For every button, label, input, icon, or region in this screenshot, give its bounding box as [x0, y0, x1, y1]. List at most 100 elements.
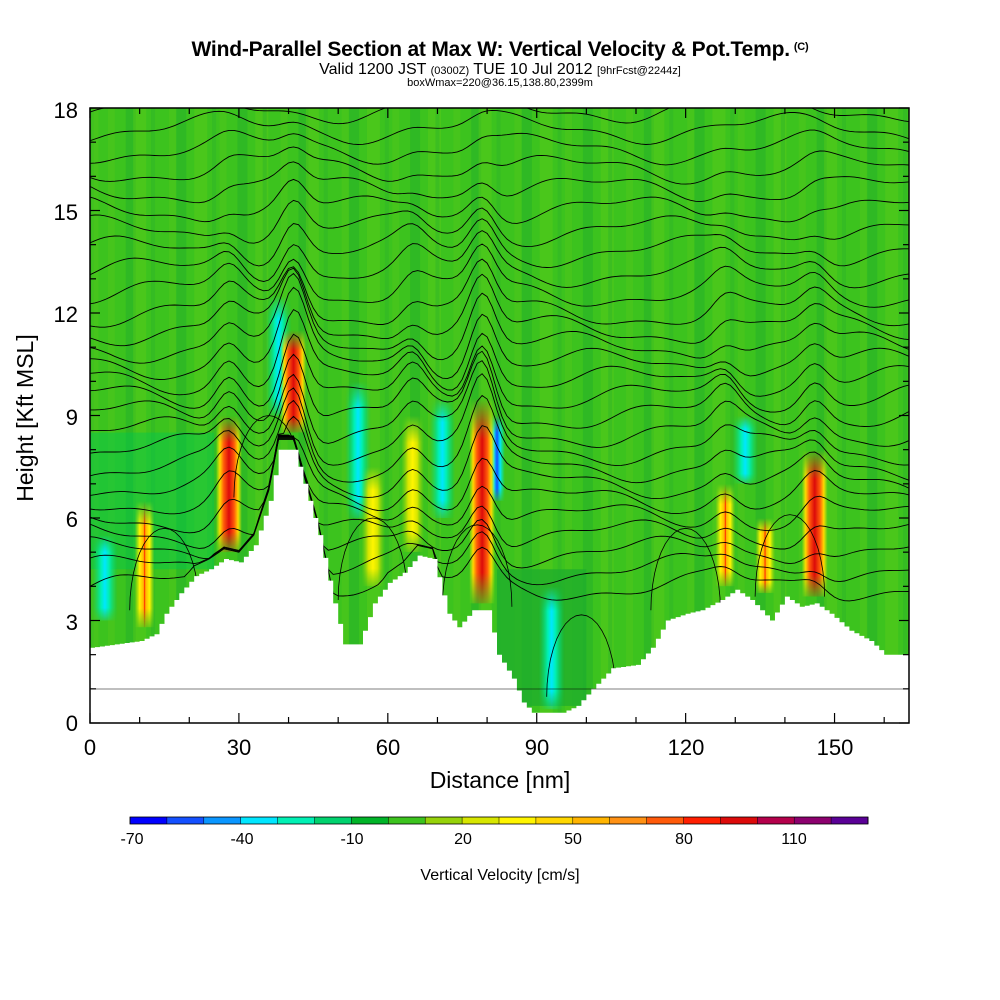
downdraft-cell	[732, 415, 759, 484]
isentrope-line	[90, 129, 909, 166]
grid-streak	[600, 108, 614, 723]
colorbar-tick-label: -40	[230, 831, 253, 848]
grid-streak	[453, 108, 461, 723]
grid-streak	[212, 108, 217, 723]
colorbar-swatch	[720, 817, 758, 824]
colorbar-swatch	[388, 817, 426, 824]
colorbar-swatch	[277, 817, 315, 824]
forecast-info: [9hrFcst@2244z]	[596, 65, 681, 77]
grid-streak	[651, 108, 665, 723]
y-axis-title: Height [Kft MSL]	[12, 334, 38, 501]
grid-streak	[565, 108, 573, 723]
grid-streak	[176, 108, 187, 723]
x-tick-label: 150	[817, 735, 854, 760]
colorbar-swatch	[351, 817, 389, 824]
isentrope-line	[90, 309, 909, 397]
colorbar-swatch	[831, 817, 869, 824]
grid-streak	[816, 108, 827, 723]
grid-streak	[669, 108, 674, 723]
colorbar-swatch	[425, 817, 463, 824]
isentrope-line	[90, 436, 909, 550]
grid-streak	[643, 108, 654, 723]
grid-streak	[755, 108, 766, 723]
isentrope-line	[90, 199, 909, 248]
potential-temperature-contours	[90, 73, 909, 697]
grid-streak	[168, 108, 176, 723]
colorbar-swatch	[499, 817, 537, 824]
y-tick-label: 15	[54, 200, 78, 225]
colorbar-swatch	[240, 817, 279, 824]
colorbar-tick-label: 20	[454, 831, 472, 848]
colorbar-tick-label: 80	[675, 831, 693, 848]
isentrope-line	[90, 161, 909, 204]
y-tick-label: 6	[66, 507, 78, 532]
isentrope-line	[90, 243, 909, 308]
isentrope-loop	[650, 527, 721, 611]
colorbar-swatch	[794, 817, 832, 824]
x-tick-label: 120	[668, 735, 705, 760]
colorbar-tick-label: -10	[340, 831, 363, 848]
isentrope-line	[90, 146, 909, 185]
valid-time-local: Valid 1200 JST	[319, 61, 427, 78]
grid-streak	[151, 108, 156, 723]
isentrope-line	[90, 178, 909, 224]
downdraft-cell	[91, 535, 118, 621]
grid-streak	[608, 108, 613, 723]
isentrope-line	[90, 394, 909, 484]
x-axis-title: Distance [nm]	[430, 767, 571, 793]
y-axis-tick-labels: 0 3 6 9 12 15 18	[54, 98, 78, 736]
colorbar-tick-label: 110	[781, 831, 807, 848]
colorbar-swatch	[609, 817, 648, 824]
grid-streak	[125, 108, 136, 723]
colorbar-swatch	[314, 817, 352, 824]
isentrope-line	[90, 272, 909, 364]
isentrope-line	[90, 373, 909, 467]
colorbar-title: Vertical Velocity [cm/s]	[420, 867, 579, 884]
colorbar-swatch	[757, 817, 795, 824]
isentrope-line	[90, 437, 909, 569]
y-tick-label: 0	[66, 711, 78, 736]
grid-streak	[262, 108, 267, 723]
grid-streak	[237, 108, 248, 723]
isentrope-loop	[546, 614, 617, 697]
colorbar-swatch	[130, 817, 168, 824]
x-tick-label: 60	[376, 735, 400, 760]
updraft-cell	[401, 415, 425, 553]
isentrope-line	[90, 109, 909, 145]
updraft-cell	[361, 466, 385, 587]
isentrope-line	[90, 438, 909, 602]
copyright-mark: (C)	[793, 41, 809, 53]
colorbar-swatch	[535, 817, 574, 824]
grid-streak	[885, 108, 899, 723]
isentrope-loop	[233, 415, 304, 498]
updraft-cell	[715, 483, 736, 587]
isentrope-line	[90, 415, 909, 500]
colorbar-tick-labels: -70 -40 -10 20 50 80 110	[120, 831, 806, 848]
grid-streak	[687, 108, 695, 723]
isentrope-line	[90, 258, 909, 328]
x-axis-tick-labels: 0 30 60 90 120 150	[84, 735, 853, 760]
isentrope-line	[90, 73, 909, 102]
grid-streak	[384, 108, 389, 723]
valid-date: TUE 10 Jul 2012	[473, 61, 593, 78]
isentrope-line	[90, 350, 909, 429]
grid-streak	[582, 108, 593, 723]
isentrope-loop	[442, 524, 513, 607]
updraft-cell	[216, 415, 242, 553]
downdraft-cell	[538, 586, 565, 710]
isentrope-line	[90, 230, 909, 289]
isentrope-line	[90, 434, 909, 515]
chart-title: Wind-Parallel Section at Max W: Vertical…	[0, 38, 1000, 62]
x-tick-label: 30	[227, 735, 251, 760]
grid-streak	[107, 108, 115, 723]
y-tick-label: 12	[54, 302, 78, 327]
downdraft-cell	[429, 398, 456, 518]
grid-streak	[798, 108, 806, 723]
updraft-cell	[469, 398, 496, 604]
valid-time-utc: (0300Z)	[430, 65, 470, 77]
y-tick-label: 9	[66, 405, 78, 430]
grid-streak	[557, 108, 562, 723]
isentrope-line	[90, 435, 909, 534]
isentrope-line	[90, 333, 909, 413]
